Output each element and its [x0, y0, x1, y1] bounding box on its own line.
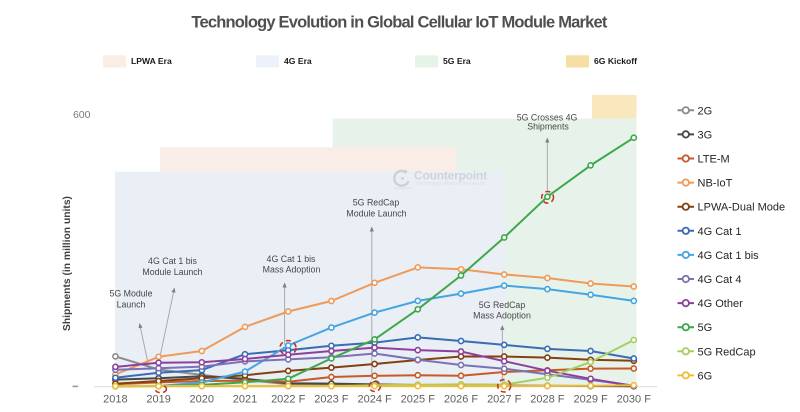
svg-text:4G Cat 1: 4G Cat 1 [698, 226, 742, 238]
svg-text:5G Module: 5G Module [109, 289, 152, 299]
svg-text:2021: 2021 [233, 394, 257, 406]
svg-text:2022 F: 2022 F [271, 394, 306, 406]
svg-text:6G: 6G [698, 370, 713, 382]
svg-text:2029 F: 2029 F [573, 394, 608, 406]
svg-text:3G: 3G [698, 129, 713, 141]
svg-text:Mass Adoption: Mass Adoption [263, 265, 321, 275]
svg-text:NB-IoT: NB-IoT [698, 178, 733, 190]
svg-text:Module Launch: Module Launch [142, 267, 202, 277]
svg-text:5G RedCap: 5G RedCap [479, 300, 526, 310]
svg-text:LPWA-Dual Mode: LPWA-Dual Mode [698, 202, 786, 214]
svg-text:2023 F: 2023 F [314, 394, 349, 406]
svg-text:6G Kickoff: 6G Kickoff [594, 56, 637, 66]
svg-text:4G Cat 4: 4G Cat 4 [698, 274, 742, 286]
svg-text:2019: 2019 [146, 394, 170, 406]
svg-text:600: 600 [73, 109, 91, 121]
svg-text:LPWA Era: LPWA Era [131, 56, 172, 66]
svg-text:4G Era: 4G Era [284, 56, 312, 66]
svg-text:2024 F: 2024 F [357, 394, 392, 406]
svg-text:4G Cat 1 bis: 4G Cat 1 bis [148, 256, 197, 266]
svg-text:2G: 2G [698, 105, 713, 117]
svg-text:Mass Adoption: Mass Adoption [473, 311, 531, 321]
svg-text:Module Launch: Module Launch [346, 209, 406, 219]
svg-text:Counterpoint: Counterpoint [414, 168, 487, 182]
svg-text:2018: 2018 [103, 394, 127, 406]
svg-text:4G Cat 1 bis: 4G Cat 1 bis [698, 250, 760, 262]
svg-text:Shipments (in million units): Shipments (in million units) [62, 196, 73, 331]
svg-text:Technology Evolution in Global: Technology Evolution in Global Cellular … [191, 14, 608, 32]
svg-text:2030 F: 2030 F [617, 394, 652, 406]
svg-text:2020: 2020 [190, 394, 214, 406]
svg-text:2026 F: 2026 F [444, 394, 479, 406]
svg-text:Shipments: Shipments [527, 122, 569, 132]
svg-text:4G Other: 4G Other [698, 298, 744, 310]
svg-text:LTE-M: LTE-M [698, 154, 730, 166]
svg-text:5G: 5G [698, 322, 713, 334]
svg-text:2027 F: 2027 F [487, 394, 522, 406]
svg-text:Launch: Launch [117, 300, 146, 310]
svg-text:2025 F: 2025 F [401, 394, 436, 406]
svg-text:5G Era: 5G Era [443, 56, 471, 66]
svg-text:5G RedCap: 5G RedCap [698, 346, 756, 358]
svg-text:5G RedCap: 5G RedCap [353, 198, 400, 208]
svg-text:Technology Market Research: Technology Market Research [416, 181, 486, 187]
svg-text:4G Cat 1 bis: 4G Cat 1 bis [267, 254, 316, 264]
svg-text:2028 F: 2028 F [530, 394, 565, 406]
svg-text:5G Crosses 4G: 5G Crosses 4G [517, 113, 578, 123]
